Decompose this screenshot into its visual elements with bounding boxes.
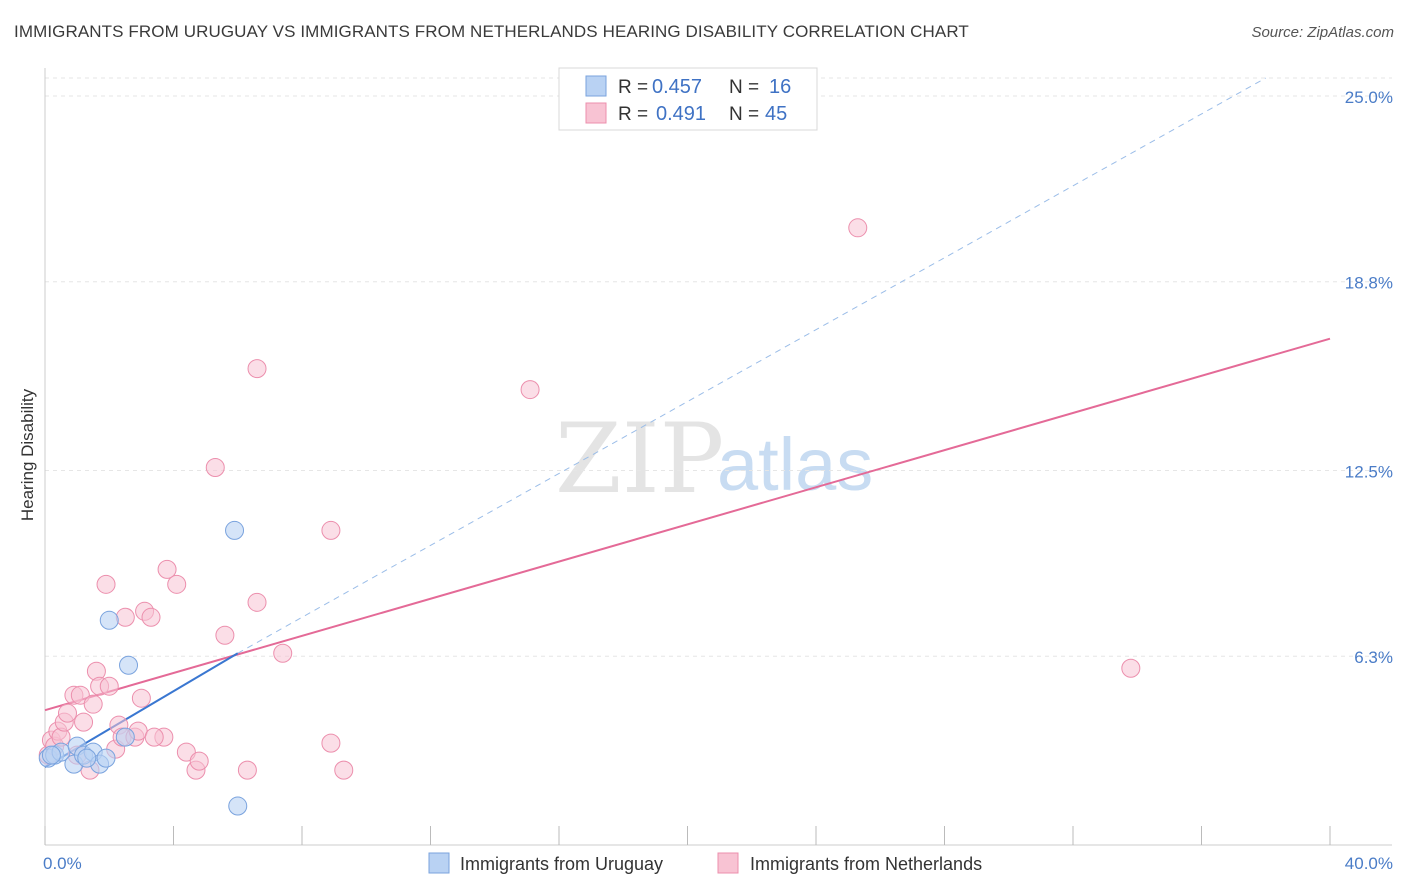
uruguay-trend-extension xyxy=(237,77,1266,654)
netherlands-point xyxy=(237,760,257,780)
uruguay-point xyxy=(119,655,139,675)
y-tick-label: 18.8% xyxy=(1345,274,1393,293)
netherlands-point xyxy=(141,607,161,627)
axes xyxy=(44,68,1392,846)
chart-title: IMMIGRANTS FROM URUGUAY VS IMMIGRANTS FR… xyxy=(14,22,969,41)
uruguay-point xyxy=(115,727,135,747)
legend-r-value-netherlands: 0.491 xyxy=(656,103,706,125)
netherlands-point xyxy=(247,359,267,379)
watermark-zip: ZIP xyxy=(555,403,724,515)
uruguay-point xyxy=(77,748,97,768)
netherlands-point xyxy=(321,520,341,540)
netherlands-point xyxy=(99,676,119,696)
netherlands-point xyxy=(273,643,293,663)
watermark-atlas: atlas xyxy=(717,423,873,506)
data-points xyxy=(38,218,1141,816)
netherlands-point xyxy=(215,625,235,645)
uruguay-point xyxy=(99,610,119,630)
netherlands-trend-line xyxy=(44,337,1331,712)
netherlands-point xyxy=(848,218,868,238)
legend-swatch-uruguay xyxy=(585,75,607,97)
uruguay-point xyxy=(96,748,116,768)
correlation-legend: R = 0.457 N = 16 R = 0.491 N = 45 xyxy=(558,67,818,131)
y-tick-label: 25.0% xyxy=(1345,88,1393,107)
legend-r-label-netherlands: R = xyxy=(618,104,648,125)
x-tick-label: 40.0% xyxy=(1345,854,1393,873)
tick-labels: 6.3% 12.5% 18.8% 25.0% 0.0% 40.0% xyxy=(43,88,1393,873)
netherlands-point xyxy=(167,574,187,594)
netherlands-point xyxy=(189,751,209,771)
y-axis-title: Hearing Disability xyxy=(18,388,37,521)
bottom-legend-label-uruguay: Immigrants from Uruguay xyxy=(460,854,663,874)
uruguay-point xyxy=(41,745,61,765)
netherlands-point xyxy=(157,559,177,579)
uruguay-point xyxy=(228,796,248,816)
legend-swatch-netherlands xyxy=(585,102,607,124)
bottom-legend-label-netherlands: Immigrants from Netherlands xyxy=(750,854,982,874)
netherlands-point xyxy=(205,457,225,477)
legend-r-value-uruguay: 0.457 xyxy=(652,76,702,98)
netherlands-point xyxy=(1121,658,1141,678)
legend-n-value-uruguay: 16 xyxy=(769,76,791,98)
netherlands-point xyxy=(115,607,135,627)
legend-r-label-uruguay: R = xyxy=(618,77,648,98)
gridlines xyxy=(45,77,1392,657)
y-tick-label: 12.5% xyxy=(1345,462,1393,481)
netherlands-point xyxy=(144,727,164,747)
netherlands-point xyxy=(334,760,354,780)
chart-source: Source: ZipAtlas.com xyxy=(1251,24,1394,41)
legend-n-value-netherlands: 45 xyxy=(765,103,787,125)
netherlands-point xyxy=(131,688,151,708)
legend-n-label-netherlands: N = xyxy=(729,104,759,125)
netherlands-point xyxy=(96,574,116,594)
netherlands-point xyxy=(57,703,77,723)
bottom-legend-swatch-netherlands xyxy=(717,852,739,874)
bottom-legend-swatch-uruguay xyxy=(428,852,450,874)
legend-n-label-uruguay: N = xyxy=(729,77,759,98)
uruguay-point xyxy=(225,520,245,540)
y-tick-label: 6.3% xyxy=(1354,648,1393,667)
series-legend: Immigrants from Uruguay Immigrants from … xyxy=(428,852,982,874)
netherlands-point xyxy=(321,733,341,753)
netherlands-point xyxy=(247,592,267,612)
netherlands-point xyxy=(520,380,540,400)
netherlands-point xyxy=(74,712,94,732)
netherlands-point xyxy=(83,694,103,714)
x-tick-label: 0.0% xyxy=(43,854,82,873)
